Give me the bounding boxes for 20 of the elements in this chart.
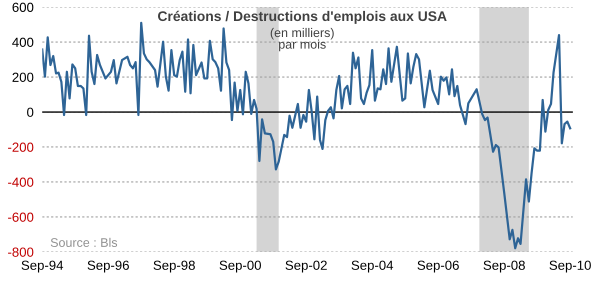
- x-tick-label: Sep-06: [417, 260, 459, 273]
- y-tick-label: 200: [12, 72, 34, 82]
- x-tick-label: Sep-02: [286, 260, 327, 273]
- x-tick-label: Sep-96: [88, 260, 129, 273]
- y-tick-label: 600: [12, 2, 34, 12]
- x-tick-label: Sep-98: [154, 260, 195, 273]
- annotation: Source : Bls: [50, 238, 118, 247]
- text: (en milliers) par mois: [270, 28, 334, 52]
- y-tick-label: 0: [27, 108, 34, 117]
- x-tick-label: Sep-04: [352, 260, 394, 273]
- y-tick-label: -600: [8, 212, 34, 222]
- x-tick-label: Sep-10: [549, 260, 591, 273]
- x-tick-label: Sep-00: [220, 260, 261, 273]
- x-tick-label: Sep-94: [22, 260, 64, 273]
- y-tick-label: -200: [8, 142, 34, 152]
- x-tick-label: Sep-08: [484, 260, 525, 273]
- chart-title: Créations / Destructions d'emplois aux USA: [158, 10, 447, 24]
- y-tick-label: -800: [8, 247, 34, 257]
- y-tick-label: -400: [8, 178, 34, 187]
- y-tick-label: 400: [12, 38, 34, 47]
